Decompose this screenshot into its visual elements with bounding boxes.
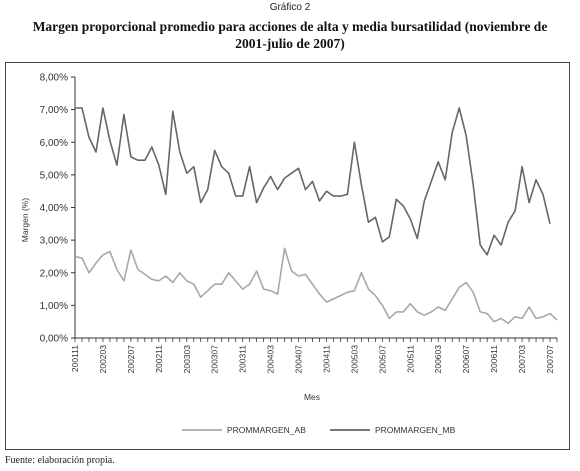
x-tick-label: 200403 <box>266 345 276 374</box>
legend-label: PROMMARGEN_AB <box>227 425 306 435</box>
y-tick-label: 7,00% <box>40 105 68 116</box>
chart-title: Margen proporcional promedio para accion… <box>0 18 580 52</box>
legend-label: PROMMARGEN_MB <box>375 425 456 435</box>
x-tick-label: 200311 <box>238 345 248 373</box>
x-tick-label: 200411 <box>321 345 331 373</box>
x-tick-label: 200407 <box>294 345 304 374</box>
y-tick-label: 2,00% <box>40 268 68 279</box>
x-tick-label: 200503 <box>349 345 359 374</box>
y-axis: 0,00% 1,00% 2,00% 3,00% 4,00% 5,00% 6,00% 7,00%… <box>40 73 76 345</box>
x-tick-label: 200703 <box>517 345 527 374</box>
x-tick-label: 200603 <box>433 345 443 374</box>
x-tick-label: 200203 <box>98 345 108 374</box>
y-axis-label: Margen (%) <box>20 198 30 243</box>
y-tick-label: 4,00% <box>40 203 68 214</box>
y-tick-label: 0,00% <box>40 334 68 345</box>
chart-frame <box>5 62 570 450</box>
y-tick-label: 8,00% <box>40 73 68 84</box>
x-axis: 200111 200203 200207 200211 200303 200307 2003… <box>70 337 558 374</box>
x-tick-label: 200611 <box>489 345 499 373</box>
x-tick-label: 200707 <box>545 345 555 374</box>
y-tick-label: 5,00% <box>40 170 68 181</box>
series-lines <box>74 107 558 325</box>
figure-label: Gráfico 2 <box>269 2 311 13</box>
series-line-prommargen-ab <box>74 247 558 325</box>
x-tick-label: 200607 <box>461 345 471 374</box>
x-axis-label: Mes <box>304 392 320 402</box>
x-tick-label: 200303 <box>182 345 192 374</box>
source-note: Fuente: elaboración propia. <box>5 455 115 466</box>
x-tick-label: 200207 <box>126 345 136 374</box>
y-tick-label: 6,00% <box>40 138 68 149</box>
x-tick-label: 200511 <box>405 345 415 373</box>
legend: PROMMARGEN_AB PROMMARGEN_MB <box>182 425 456 435</box>
x-tick-label: 200211 <box>154 345 164 373</box>
chart-title-line-2: 2001-julio de 2007) <box>235 36 345 51</box>
series-line-prommargen-mb <box>75 107 551 256</box>
x-tick-label: 200507 <box>377 345 387 374</box>
x-tick-label: 200111 <box>70 345 80 372</box>
y-tick-label: 1,00% <box>40 301 68 312</box>
x-tick-label: 200307 <box>210 345 220 374</box>
chart-title-line-1: Margen proporcional promedio para accion… <box>32 19 548 34</box>
y-tick-label: 3,00% <box>40 236 68 247</box>
